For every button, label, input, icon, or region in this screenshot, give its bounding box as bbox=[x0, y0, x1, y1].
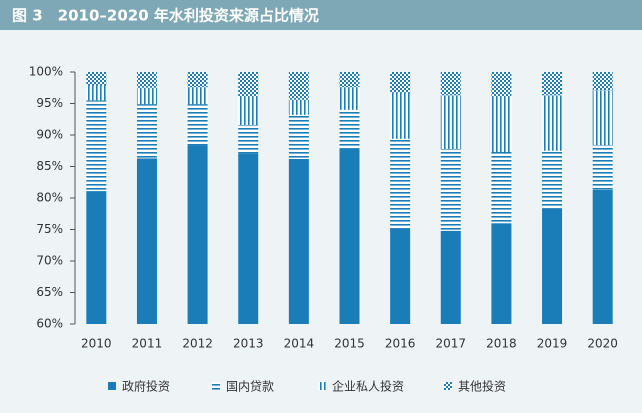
x-tick-label: 2019 bbox=[537, 337, 568, 351]
x-tick-label: 2017 bbox=[435, 337, 466, 351]
bar-segment bbox=[592, 189, 613, 324]
y-tick-label: 85% bbox=[36, 159, 63, 173]
bar-segment bbox=[187, 145, 208, 324]
chart-title: 图 3 2010–2020 年水利投资来源占比情况 bbox=[12, 7, 319, 25]
bar-segment bbox=[542, 208, 563, 324]
bar-segment bbox=[86, 72, 107, 86]
bar-segment bbox=[592, 90, 613, 146]
x-tick-label: 2015 bbox=[334, 337, 365, 351]
bar-segment bbox=[339, 87, 360, 110]
bar-segment bbox=[491, 152, 512, 224]
x-tick-label: 2018 bbox=[486, 337, 517, 351]
bar-segment bbox=[187, 87, 208, 105]
x-tick-label: 2020 bbox=[587, 337, 618, 351]
bar-segment bbox=[390, 228, 411, 324]
x-tick-label: 2010 bbox=[81, 337, 112, 351]
bar-segment bbox=[390, 72, 411, 93]
bar-segment bbox=[491, 72, 512, 96]
bar-segment bbox=[440, 148, 461, 231]
x-tick-label: 2016 bbox=[385, 337, 416, 351]
y-tick-label: 95% bbox=[36, 96, 63, 110]
bar-segment bbox=[339, 72, 360, 88]
legend-swatch bbox=[444, 382, 452, 390]
bar-segment bbox=[136, 104, 157, 159]
bar-segment bbox=[542, 95, 563, 151]
y-tick-label: 60% bbox=[36, 317, 63, 331]
bar-segment bbox=[238, 153, 259, 324]
legend-label: 政府投资 bbox=[122, 379, 170, 394]
x-tick-label: 2011 bbox=[132, 337, 163, 351]
bar-segment bbox=[440, 95, 461, 149]
bar-segment bbox=[288, 99, 309, 115]
bar-segment bbox=[491, 95, 512, 153]
legend-label: 企业私人投资 bbox=[332, 379, 404, 394]
bar-segment bbox=[390, 92, 411, 139]
bar-segment bbox=[390, 138, 411, 229]
bar-segment bbox=[136, 72, 157, 88]
bar-segment bbox=[136, 158, 157, 324]
legend-label: 其他投资 bbox=[458, 379, 506, 394]
bar-segment bbox=[339, 109, 360, 149]
bar-segment bbox=[491, 223, 512, 324]
bar-segment bbox=[288, 72, 309, 100]
x-tick-label: 2013 bbox=[233, 337, 264, 351]
bar-segment bbox=[288, 114, 309, 159]
y-tick-label: 70% bbox=[36, 254, 63, 268]
bar-segment bbox=[440, 230, 461, 324]
bar-segment bbox=[592, 72, 613, 91]
bar-segment bbox=[187, 72, 208, 88]
bar-segment bbox=[86, 100, 107, 192]
bar-segment bbox=[238, 95, 259, 125]
bar-segment bbox=[288, 158, 309, 324]
y-tick-label: 100% bbox=[29, 65, 63, 79]
y-tick-label: 75% bbox=[36, 222, 63, 236]
bar-segment bbox=[136, 87, 157, 105]
bar-segment bbox=[187, 104, 208, 146]
legend-swatch bbox=[318, 382, 326, 390]
y-tick-label: 65% bbox=[36, 285, 63, 299]
x-tick-label: 2014 bbox=[284, 337, 315, 351]
bar-segment bbox=[440, 72, 461, 96]
bar-segment bbox=[86, 191, 107, 324]
legend-swatch bbox=[212, 382, 220, 390]
title-bar bbox=[0, 0, 642, 30]
bar-segment bbox=[542, 150, 563, 209]
bar-segment bbox=[238, 72, 259, 96]
bar-segment bbox=[238, 124, 259, 154]
x-tick-label: 2012 bbox=[182, 337, 213, 351]
bar-segment bbox=[542, 72, 563, 96]
y-tick-label: 80% bbox=[36, 191, 63, 205]
bar-segment bbox=[592, 145, 613, 190]
bar-segment bbox=[339, 148, 360, 324]
legend-swatch bbox=[108, 382, 116, 390]
y-tick-label: 90% bbox=[36, 128, 63, 142]
legend-label: 国内贷款 bbox=[226, 380, 274, 394]
bar-segment bbox=[86, 85, 107, 101]
